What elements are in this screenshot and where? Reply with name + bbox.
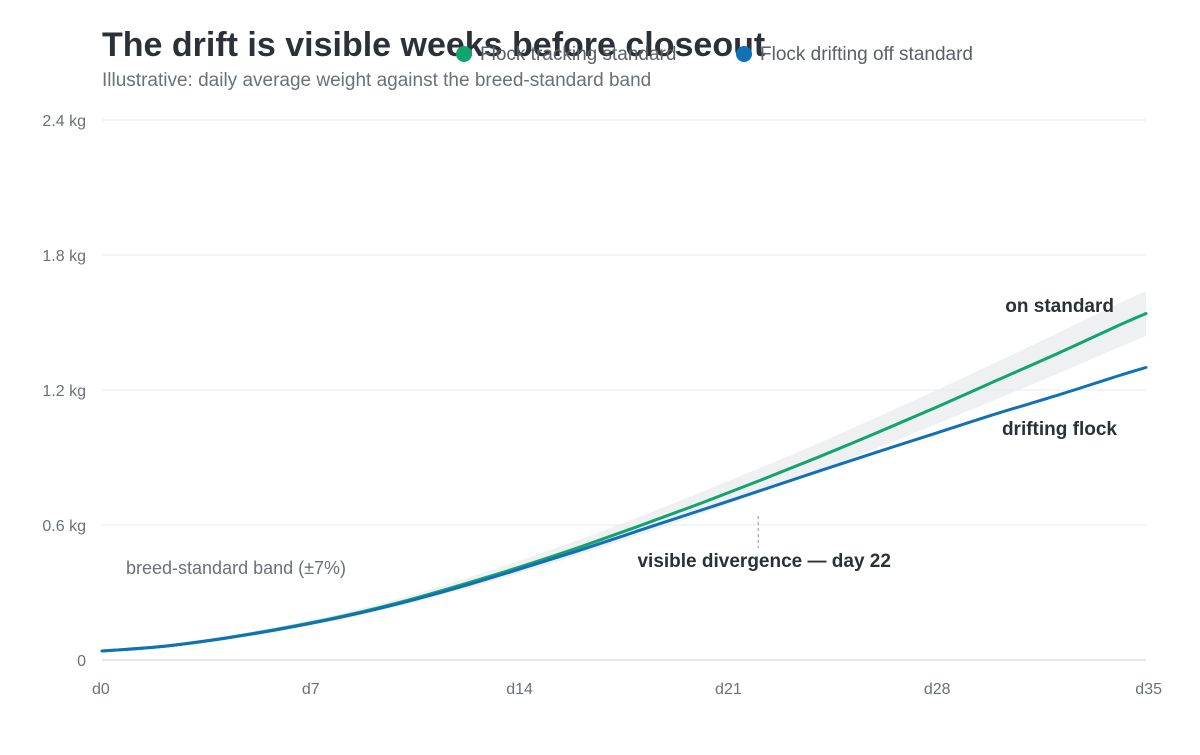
band-label: breed-standard band (±7%) bbox=[126, 558, 346, 578]
y-tick-label: 1.2 kg bbox=[42, 383, 86, 400]
grid-layer bbox=[102, 119, 1146, 661]
annotation-layer: on standard drifting flock breed-standard … bbox=[126, 296, 1117, 578]
end-label-drifting: drifting flock bbox=[1002, 419, 1117, 440]
chart-title: The drift is visible weeks before closeo… bbox=[102, 26, 765, 64]
x-tick-label: d28 bbox=[924, 681, 951, 698]
x-tick-label: d14 bbox=[506, 681, 533, 698]
series-line-0 bbox=[100, 312, 1148, 653]
legend: Flock tracking standard Flock drifting of… bbox=[456, 44, 973, 65]
x-tick-label: d7 bbox=[302, 681, 320, 698]
y-tick-label: 1.8 kg bbox=[42, 248, 86, 265]
y-tick-label: 0.6 kg bbox=[42, 518, 86, 535]
band-layer bbox=[102, 291, 1146, 652]
legend-label-1: Flock drifting off standard bbox=[760, 44, 973, 65]
breed-standard-band bbox=[102, 291, 1146, 652]
x-tick-label: d35 bbox=[1135, 681, 1162, 698]
y-tick-label: 0 bbox=[77, 653, 86, 670]
series-layer bbox=[100, 312, 1148, 653]
y-tick-label: 2.4 kg bbox=[42, 113, 86, 130]
x-tick-label: d0 bbox=[92, 681, 110, 698]
legend-swatch-0 bbox=[456, 46, 472, 62]
x-tick-label: d21 bbox=[715, 681, 742, 698]
series-line-1 bbox=[100, 366, 1148, 653]
ticks-layer: 0 0.6 kg 1.2 kg 1.8 kg 2.4 kg d0 d7 d14 d21 d28 d3… bbox=[42, 113, 1162, 698]
legend-label-0: Flock tracking standard bbox=[480, 44, 676, 65]
end-label-on-standard: on standard bbox=[1005, 296, 1114, 317]
chart-subtitle: Illustrative: daily average weight again… bbox=[102, 70, 651, 91]
legend-swatch-1 bbox=[736, 46, 752, 62]
divergence-annotation: visible divergence — day 22 bbox=[637, 551, 890, 572]
